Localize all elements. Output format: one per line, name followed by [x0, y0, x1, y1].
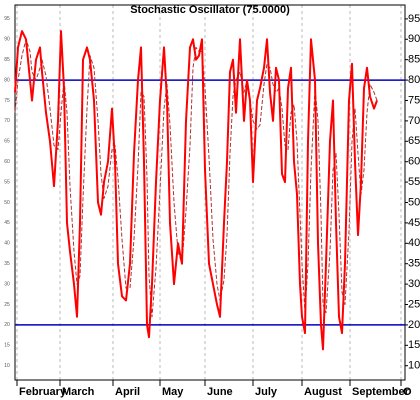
x-tick-label: July: [255, 386, 278, 398]
y-tick-label: 20: [408, 319, 420, 331]
x-tick-label: O: [403, 386, 412, 398]
y-tick-label: 35: [408, 258, 420, 270]
y-tick-label: 75: [408, 94, 420, 106]
y-tick-label-left: 20: [4, 322, 10, 328]
y-tick-label-left: 15: [4, 343, 10, 349]
y-tick-label: 70: [408, 115, 420, 127]
y-tick-label: 50: [408, 196, 420, 208]
x-tick-label: May: [162, 386, 184, 398]
y-tick-label: 65: [408, 135, 420, 147]
y-tick-label-left: 35: [4, 261, 10, 267]
y-tick-label-left: 70: [4, 118, 10, 124]
y-tick-label-left: 30: [4, 281, 10, 287]
y-tick-label-left: 80: [4, 77, 10, 83]
y-tick-label: 60: [408, 156, 420, 168]
y-tick-label: 80: [408, 74, 420, 86]
y-tick-label-left: 85: [4, 57, 10, 63]
y-tick-label: 95: [408, 13, 420, 25]
x-tick-label: June: [207, 386, 233, 398]
y-tick-label: 85: [408, 54, 420, 66]
y-tick-label-left: 25: [4, 302, 10, 308]
y-tick-label: 15: [408, 339, 420, 351]
x-tick-label: August: [304, 386, 342, 398]
y-tick-label-left: 50: [4, 200, 10, 206]
y-tick-label-left: 40: [4, 241, 10, 247]
series-line: [14, 30, 378, 351]
y-tick-label: 40: [408, 237, 420, 249]
plot-border: [14, 4, 406, 381]
x-tick-label: April: [115, 386, 140, 398]
y-tick-label-left: 60: [4, 159, 10, 165]
y-tick-label-left: 55: [4, 179, 10, 185]
y-tick-label: 25: [408, 298, 420, 310]
chart-title: Stochastic Oscillator (75.0000): [130, 4, 290, 16]
y-tick-label: 90: [408, 33, 420, 45]
x-tick-label: February: [19, 386, 67, 398]
x-tick-label: September: [352, 386, 410, 398]
y-tick-label-left: 65: [4, 139, 10, 145]
y-tick-label-left: 75: [4, 98, 10, 104]
y-tick-label-left: 90: [4, 37, 10, 43]
y-tick-label: 55: [408, 176, 420, 188]
y-tick-label: 45: [408, 217, 420, 229]
x-tick-label: March: [62, 386, 95, 398]
y-tick-label-left: 95: [4, 16, 10, 22]
y-tick-label: 30: [408, 278, 420, 290]
y-tick-label-left: 45: [4, 220, 10, 226]
y-tick-label-left: 10: [4, 363, 10, 369]
y-tick-label: 10: [408, 360, 420, 372]
